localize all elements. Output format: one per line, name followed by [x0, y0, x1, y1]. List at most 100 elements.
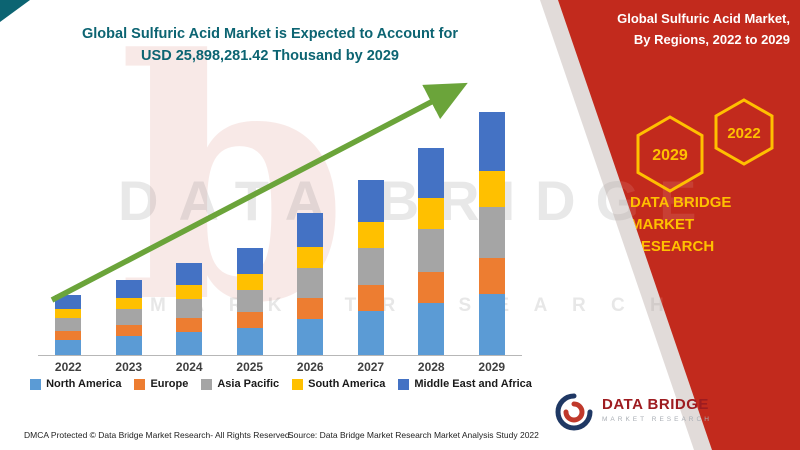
x-axis-label: 2027 — [357, 360, 385, 374]
bar-segment-north-america — [55, 340, 82, 355]
category-column-2026: 2026 — [280, 78, 341, 388]
chart-title: Global Sulfuric Acid Market is Expected … — [50, 24, 490, 68]
bar-segment-europe — [418, 272, 445, 303]
bar-segment-asia-pacific — [357, 248, 384, 285]
legend-swatch-icon — [292, 378, 304, 390]
year-hexagons: 2029 2022 — [636, 98, 774, 193]
bar-segment-middle-east-and-africa — [115, 280, 142, 298]
data-bridge-logo-icon — [555, 393, 593, 431]
company-logo: DATA BRIDGE MARKET RESEARCH — [554, 392, 712, 432]
ribbon-heading-line1: Global Sulfuric Acid Market, — [617, 11, 790, 26]
chart-legend: North America Europe Asia Pacific South Ame… — [28, 378, 534, 390]
ribbon-brand-line1: DATA BRIDGE MARKET — [630, 194, 732, 233]
stacked-bar-2028 — [418, 148, 445, 355]
x-axis-label: 2024 — [175, 360, 203, 374]
legend-item-europe: Europe — [134, 378, 188, 390]
stacked-bar-2026 — [297, 213, 324, 355]
legend-item-middle-east-and-africa: Middle East and Africa — [398, 378, 532, 390]
bar-segment-asia-pacific — [115, 309, 142, 325]
bar-segment-south-america — [478, 171, 505, 207]
legend-label: Middle East and Africa — [414, 378, 532, 390]
bar-segment-north-america — [357, 311, 384, 355]
category-column-2023: 2023 — [99, 78, 160, 388]
x-axis-label: 2029 — [478, 360, 506, 374]
logo-title: DATA BRIDGE — [602, 396, 709, 413]
source-note: Source: Data Bridge Market Research Mark… — [288, 430, 539, 440]
dmca-notice: DMCA Protected © Data Bridge Market Rese… — [24, 430, 292, 440]
bar-segment-south-america — [357, 222, 384, 248]
bar-segment-middle-east-and-africa — [236, 248, 263, 274]
category-column-2024: 2024 — [159, 78, 220, 388]
legend-item-asia-pacific: Asia Pacific — [201, 378, 279, 390]
ribbon-brand-line2: RESEARCH — [630, 237, 715, 255]
logo-subtitle: MARKET RESEARCH — [602, 416, 712, 423]
chart-title-line2: USD 25,898,281.42 Thousand by 2029 — [141, 47, 399, 64]
legend-swatch-icon — [201, 378, 213, 390]
stacked-bar-2027 — [357, 180, 384, 355]
chart-title-line1: Global Sulfuric Acid Market is Expected … — [82, 26, 458, 42]
bar-segment-asia-pacific — [478, 207, 505, 258]
stacked-bar-chart: 2022 2023 2024 2025 2026 2027 2028 2029 — [38, 78, 522, 388]
legend-item-north-america: North America — [30, 378, 121, 390]
bar-segment-middle-east-and-africa — [357, 180, 384, 222]
ribbon-heading-line2: By Regions, 2022 to 2029 — [633, 32, 790, 48]
stacked-bar-2029 — [478, 112, 505, 355]
legend-swatch-icon — [30, 378, 42, 390]
bar-segment-europe — [357, 285, 384, 311]
bar-segment-asia-pacific — [55, 318, 82, 331]
bar-segment-asia-pacific — [297, 268, 324, 298]
bar-segment-europe — [55, 331, 82, 340]
x-axis-label: 2026 — [296, 360, 324, 374]
x-axis-label: 2025 — [236, 360, 264, 374]
stacked-bar-2024 — [176, 263, 203, 355]
bar-segment-north-america — [236, 328, 263, 355]
bar-segment-south-america — [418, 198, 445, 229]
category-column-2029: 2029 — [462, 78, 523, 388]
bar-segment-south-america — [236, 274, 263, 290]
ribbon-brand-text: DATA BRIDGE MARKET RESEARCH — [630, 192, 795, 257]
bar-segment-south-america — [297, 247, 324, 268]
ribbon-heading: Global Sulfuric Acid Market, By Regions,… — [617, 8, 790, 51]
bar-segment-asia-pacific — [236, 290, 263, 312]
stacked-bar-2022 — [55, 295, 82, 355]
hexagon-left-year: 2029 — [652, 147, 688, 164]
bar-segment-south-america — [115, 298, 142, 309]
category-column-2027: 2027 — [341, 78, 402, 388]
bar-segment-south-america — [176, 285, 203, 299]
logo-text: DATA BRIDGE MARKET RESEARCH — [602, 392, 712, 423]
bar-segment-north-america — [297, 319, 324, 355]
bar-segment-asia-pacific — [418, 229, 445, 272]
bar-segment-europe — [297, 298, 324, 319]
bar-segment-north-america — [418, 303, 445, 355]
bar-segment-middle-east-and-africa — [478, 112, 505, 171]
legend-label: South America — [308, 378, 386, 390]
bar-segment-middle-east-and-africa — [55, 295, 82, 309]
legend-label: Asia Pacific — [217, 378, 280, 390]
stacked-bar-2023 — [115, 280, 142, 355]
legend-swatch-icon — [398, 378, 410, 390]
bar-segment-europe — [478, 258, 505, 294]
legend-label: Europe — [150, 378, 189, 390]
bar-segment-europe — [176, 318, 203, 332]
bar-segment-middle-east-and-africa — [176, 263, 203, 285]
hexagon-right-year: 2022 — [727, 125, 760, 142]
hexagon-2022-icon — [714, 98, 774, 166]
bar-segment-middle-east-and-africa — [418, 148, 445, 198]
x-axis-label: 2028 — [417, 360, 445, 374]
legend-swatch-icon — [134, 378, 146, 390]
bar-segment-europe — [236, 312, 263, 328]
bar-segment-south-america — [55, 309, 82, 318]
category-column-2022: 2022 — [38, 78, 99, 388]
category-column-2028: 2028 — [401, 78, 462, 388]
bar-segment-europe — [115, 325, 142, 336]
x-axis-label: 2023 — [115, 360, 143, 374]
corner-accent-triangle — [0, 0, 30, 22]
category-column-2025: 2025 — [220, 78, 281, 388]
bar-segment-north-america — [478, 294, 505, 355]
bar-segment-middle-east-and-africa — [297, 213, 324, 247]
bar-segment-north-america — [115, 336, 142, 355]
bar-segment-north-america — [176, 332, 203, 355]
x-axis-label: 2022 — [54, 360, 82, 374]
stacked-bar-2025 — [236, 248, 263, 355]
